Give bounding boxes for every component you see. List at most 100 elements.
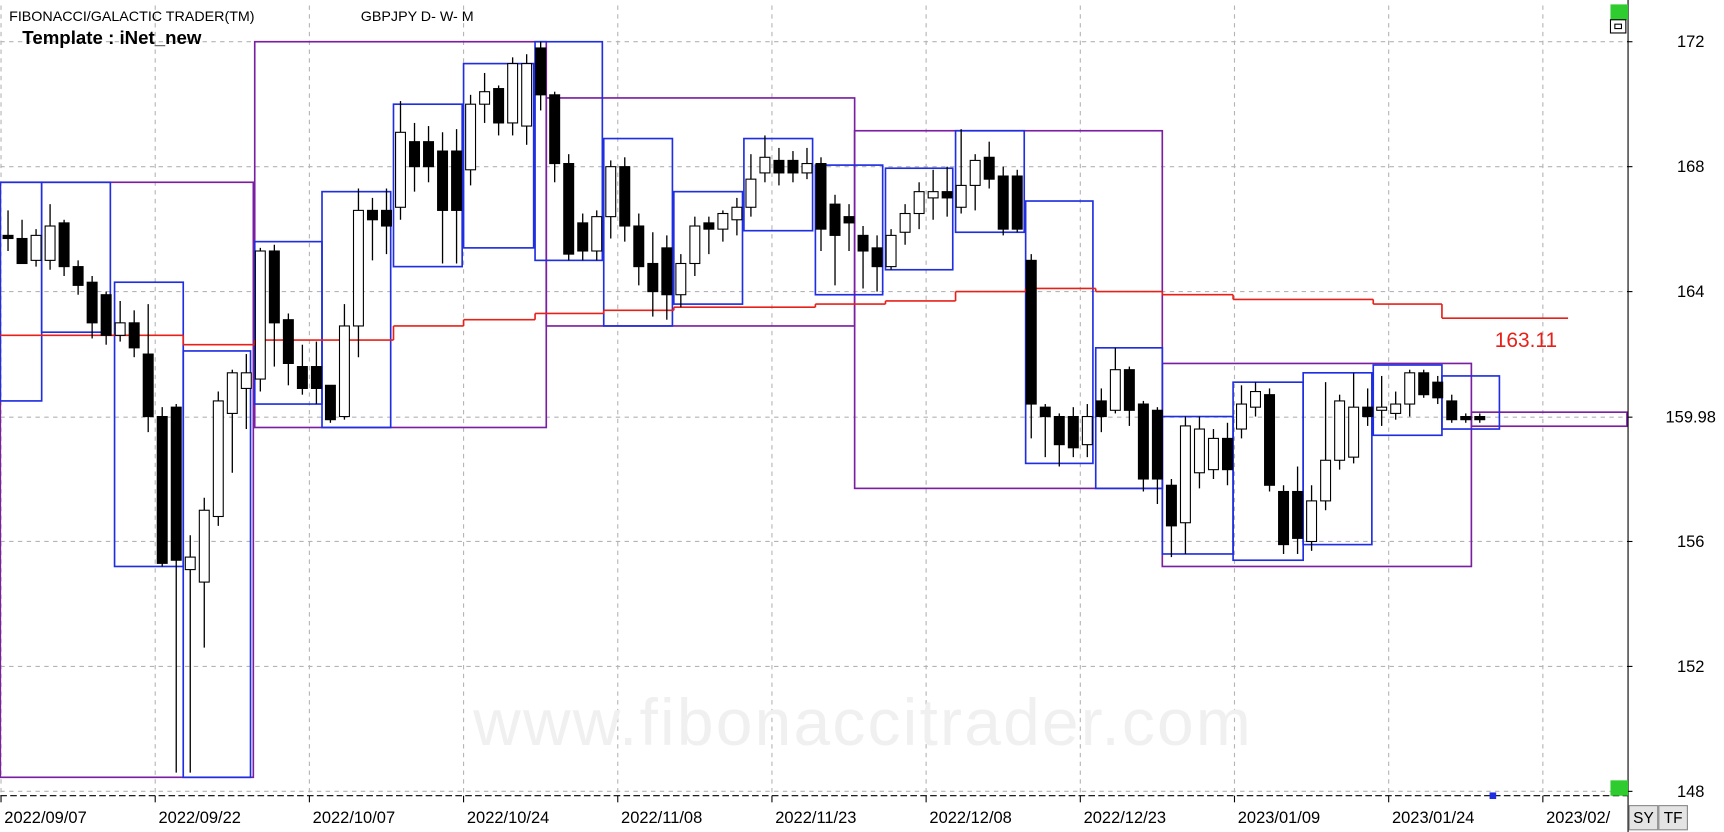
candle-body (829, 203, 841, 236)
candle-body (689, 225, 701, 265)
candle-body (1207, 437, 1219, 471)
weekly-box (814, 164, 884, 296)
x-tick-label: 2023/02/ (1546, 809, 1611, 827)
candle-body (226, 372, 238, 414)
candle-body (885, 234, 897, 268)
plot (0, 40, 1628, 779)
candle-body (100, 294, 112, 336)
current-bar-marker (1489, 792, 1497, 800)
candle-body (815, 162, 827, 230)
candle-body (661, 247, 673, 296)
candle-body (535, 47, 547, 96)
candle-body (619, 166, 631, 227)
candle-body (128, 322, 140, 349)
weekly-box (462, 62, 535, 249)
candle-body (1446, 400, 1458, 421)
tf-button[interactable] (1658, 805, 1688, 831)
candle-body (1376, 406, 1388, 411)
y-tick-label: 148 (1677, 783, 1704, 801)
candle-body (1221, 437, 1233, 471)
candle-body (72, 266, 84, 286)
candle-body (479, 91, 491, 105)
candle-body (86, 281, 98, 324)
candle-body (380, 209, 392, 227)
candle-body (1390, 403, 1402, 414)
candle-body (423, 141, 435, 168)
candle-body (198, 509, 210, 583)
candle-body (1025, 259, 1037, 405)
candle-body (577, 222, 589, 252)
corner-button[interactable] (1609, 19, 1627, 34)
candle-body (1137, 403, 1149, 480)
candle-body (2, 234, 14, 240)
candle-body (1053, 415, 1065, 446)
candle-body (1067, 415, 1079, 449)
candle-body (184, 556, 196, 571)
candle-body (142, 353, 154, 418)
candle-body (170, 406, 182, 561)
average-last-label: 163.11 (1495, 329, 1557, 352)
candle-body (773, 159, 785, 174)
candle-body (1151, 409, 1163, 480)
candle-body (1320, 459, 1332, 502)
candle-body (1250, 391, 1262, 408)
candle-body (521, 63, 533, 127)
candle-body (409, 141, 421, 168)
weekly-box (954, 129, 1026, 234)
corner-marker (1610, 4, 1629, 20)
candle-body (899, 212, 911, 233)
candle-body (212, 400, 224, 518)
candle-body (465, 103, 477, 171)
weekly-box (602, 137, 674, 327)
candle-body (801, 162, 813, 174)
chart-title: FIBONACCI/GALACTIC TRADER(TM) (9, 9, 254, 25)
candle-body (871, 247, 883, 268)
candle-body (759, 156, 771, 174)
sy-button-label: SY (1633, 810, 1654, 827)
candle-body (1334, 400, 1346, 461)
x-tick-label: 2022/09/07 (4, 809, 86, 827)
corner-marker (1610, 780, 1629, 796)
weekly-box (40, 181, 112, 334)
y-tick-label: 168 (1677, 158, 1704, 176)
candle-body (591, 216, 603, 252)
candle-body (913, 191, 925, 215)
sy-button[interactable] (1628, 805, 1659, 831)
monthly-box (1470, 411, 1628, 428)
candle-body (1432, 381, 1444, 399)
candle-body (549, 94, 561, 165)
candle-body (647, 262, 659, 293)
y-tick-label: 152 (1677, 658, 1704, 676)
candle-body (395, 131, 406, 208)
candle-body (1418, 372, 1430, 396)
candle-body (451, 150, 463, 211)
weekly-box (1302, 371, 1373, 546)
candle-body (731, 206, 743, 221)
weekly-box (673, 190, 744, 305)
candle-body (507, 63, 519, 124)
x-tick-label: 2022/12/23 (1084, 809, 1166, 827)
tf-button-label: TF (1664, 810, 1683, 827)
candle-body (703, 222, 715, 230)
candle-body (437, 150, 449, 211)
y-tick-label: 164 (1677, 283, 1704, 301)
candle-body (282, 319, 294, 364)
candle-body (1095, 400, 1107, 418)
x-tick-label: 2022/12/08 (929, 809, 1011, 827)
candle-body (1292, 490, 1304, 539)
candle-body (493, 88, 505, 124)
candle-body (268, 250, 280, 324)
candle-body (16, 237, 28, 265)
candle-body (1474, 415, 1486, 421)
candle-body (983, 156, 995, 180)
candle-body (1165, 484, 1177, 527)
weekly-box (743, 137, 814, 232)
candle-body (1404, 372, 1416, 405)
weekly-box (182, 350, 252, 779)
candle-body (1081, 415, 1093, 446)
candle-body (941, 191, 953, 199)
candle-body (605, 166, 617, 218)
